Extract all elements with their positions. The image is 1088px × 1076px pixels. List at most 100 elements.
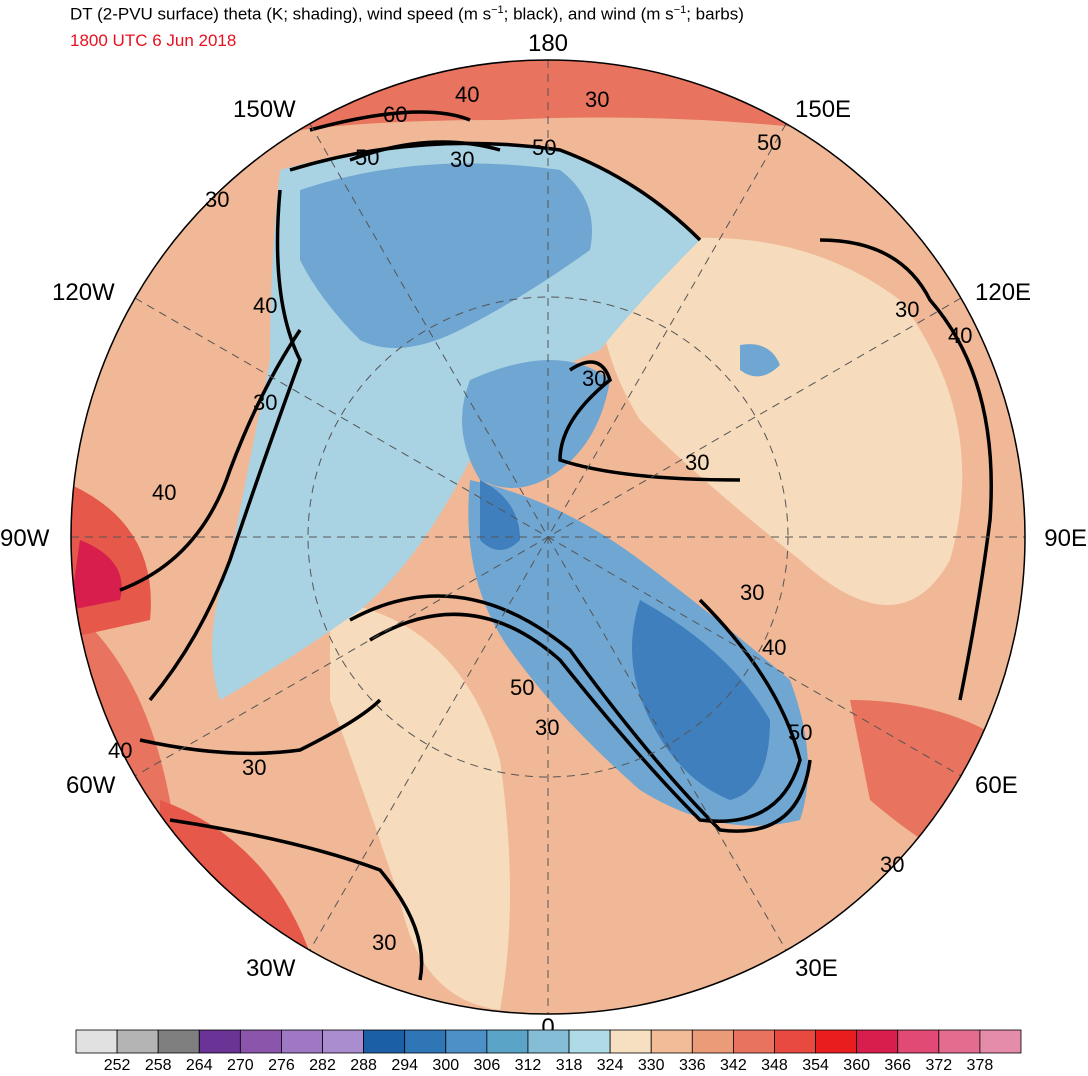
contour-30-siberia (558, 360, 741, 482)
cold-region-pole (462, 360, 610, 488)
graticule (71, 60, 1025, 1014)
contour-30-atlantic (139, 698, 382, 756)
contour-label: 50 (788, 720, 812, 745)
colorbar-swatch (568, 1029, 611, 1054)
lon-label-180: 180 (528, 30, 568, 57)
colorbar-tick-label: 270 (227, 1057, 254, 1074)
colorbar-swatch (239, 1029, 282, 1054)
lon-label-150e: 150E (795, 96, 851, 123)
contour-label: 30 (450, 147, 474, 172)
colorbar-swatch (815, 1029, 858, 1054)
colorbar-swatch (322, 1029, 365, 1054)
contour-label: 40 (253, 293, 277, 318)
contour-label: 40 (948, 323, 972, 348)
colorbar-tick-label: 288 (350, 1057, 377, 1074)
hottest-spot-north-america (71, 540, 122, 610)
colorbar-tick-label: 366 (884, 1057, 911, 1074)
contour-label: 50 (757, 130, 781, 155)
colorbar-swatch (938, 1029, 981, 1054)
colorbar-tick-label: 312 (515, 1057, 542, 1074)
colorbar-tick-label: 318 (556, 1057, 583, 1074)
colorbar: 252 258 264 270 276 282 288 294 300 306 312 318 324 3… (75, 1029, 1022, 1074)
contour-label: 30 (585, 87, 609, 112)
contour-label: 60 (383, 102, 407, 127)
lon-label-150w: 150W (233, 96, 296, 123)
contour-30-east (819, 238, 993, 701)
colorbar-swatch (75, 1029, 118, 1054)
valid-time: 1800 UTC 6 Jun 2018 (70, 31, 237, 50)
colorbar-tick-label: 294 (391, 1057, 418, 1074)
contour-30-north (289, 141, 702, 242)
lon-label-30w: 30W (246, 955, 296, 982)
longitude-labels: 180 0 90W 90E 150W 150E 120W 120E 60W 60… (0, 30, 1087, 1041)
cold-spot-siberia (740, 344, 780, 377)
contour-label: 30 (242, 755, 266, 780)
colorbar-swatch (198, 1029, 241, 1054)
colorbar-tick-label: 342 (720, 1057, 747, 1074)
contour-label: 30 (205, 187, 229, 212)
map-boundary (70, 59, 1026, 1015)
contour-label: 50 (355, 145, 379, 170)
contour-50-north (349, 140, 501, 162)
contour-label: 30 (535, 715, 559, 740)
colorbar-tick-label: 282 (309, 1057, 336, 1074)
contour-label: 30 (685, 450, 709, 475)
colorbar-swatch (445, 1029, 488, 1054)
lon-label-60w: 60W (66, 772, 116, 799)
contour-label: 30 (895, 297, 919, 322)
lon-label-90e: 90E (1044, 525, 1087, 552)
colorbar-swatch (650, 1029, 693, 1054)
colorbar-tick-label: 276 (268, 1057, 295, 1074)
colorbar-swatch (281, 1029, 323, 1054)
lon-label-30e: 30E (795, 955, 838, 982)
chart-title: DT (2-PVU surface) theta (K; shading), w… (70, 4, 744, 24)
colorbar-tick-label: 324 (597, 1057, 624, 1074)
colorbar-tick-label: 360 (843, 1057, 870, 1074)
cold-core-pole (480, 480, 520, 550)
contour-label: 40 (152, 480, 176, 505)
contour-label: 40 (455, 82, 479, 107)
contour-label: 50 (510, 675, 534, 700)
colorbar-swatch (363, 1029, 406, 1054)
contour-label: 40 (762, 635, 786, 660)
colorbar-tick-label: 372 (925, 1057, 952, 1074)
contour-label: 30 (880, 852, 904, 877)
contour-30-south (169, 818, 424, 981)
colorbar-swatch (609, 1029, 652, 1054)
contour-label: 30 (372, 930, 396, 955)
colorbar-swatch (774, 1029, 816, 1054)
contour-60 (309, 110, 471, 132)
colorbar-tick-label: 252 (104, 1057, 131, 1074)
colorbar-tick-label: 264 (186, 1057, 213, 1074)
contour-label: 50 (532, 135, 556, 160)
colorbar-swatch (732, 1029, 775, 1054)
contour-labels: 40 30 60 50 30 50 50 30 40 30 30 40 30 3… (108, 82, 972, 955)
colorbar-tick-label: 378 (967, 1057, 994, 1074)
warm-region-siberia (598, 237, 963, 605)
colorbar-swatch (691, 1029, 734, 1054)
colorbar-swatch (116, 1029, 159, 1054)
contour-30-west (148, 189, 302, 702)
colorbar-swatch (157, 1029, 200, 1054)
lon-label-120e: 120E (975, 279, 1031, 306)
contour-label: 30 (740, 580, 764, 605)
colorbar-tick-label: 348 (761, 1057, 788, 1074)
colorbar-swatch (897, 1029, 940, 1054)
lon-label-60e: 60E (975, 772, 1018, 799)
contour-label: 30 (582, 366, 606, 391)
colorbar-swatch (527, 1029, 570, 1054)
colorbar-tick-label: 330 (638, 1057, 665, 1074)
colorbar-tick-label: 306 (474, 1057, 501, 1074)
cold-region-arctic-canada (300, 163, 592, 348)
contour-50-scandinavia (369, 598, 802, 823)
colorbar-tick-label: 300 (432, 1057, 459, 1074)
colorbar-swatch (404, 1029, 447, 1054)
colorbar-swatch (856, 1029, 899, 1054)
colorbar-swatch (979, 1029, 1022, 1054)
contour-40-america (119, 329, 302, 592)
cold-core-barents (632, 600, 770, 800)
colorbar-tick-label: 336 (679, 1057, 706, 1074)
lon-label-120w: 120W (52, 279, 115, 306)
contour-label: 30 (253, 390, 277, 415)
